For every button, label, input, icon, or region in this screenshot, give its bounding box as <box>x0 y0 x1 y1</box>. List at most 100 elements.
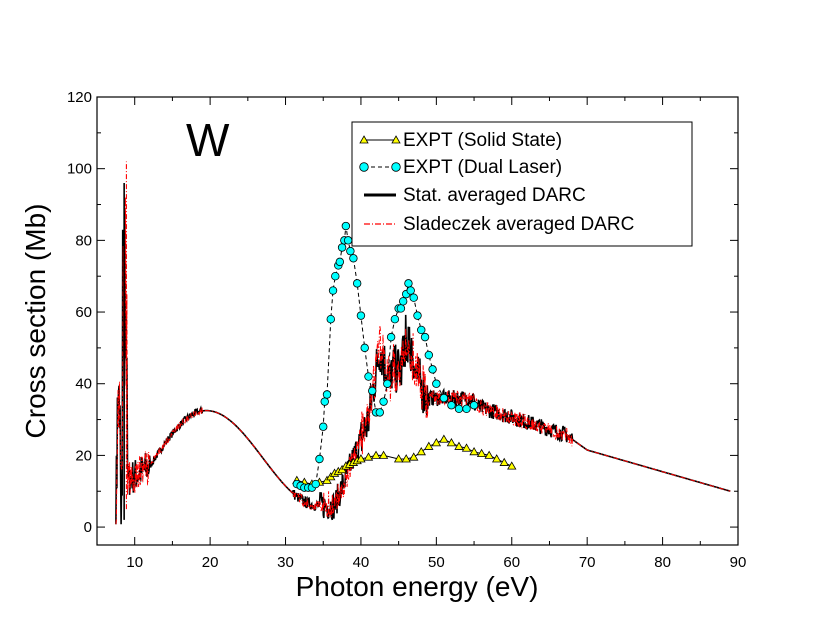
solid-state-point <box>393 454 404 463</box>
x-tick-label: 50 <box>428 554 445 571</box>
x-tick-label: 10 <box>126 554 143 571</box>
dual-laser-point <box>360 343 369 353</box>
dual-laser-point <box>349 254 358 263</box>
y-tick-label: 20 <box>75 447 92 464</box>
y-tick-label: 80 <box>75 232 92 249</box>
legend-label-solid-state: EXPT (Solid State) <box>403 130 562 151</box>
y-tick-label: 120 <box>67 89 92 106</box>
x-tick-label: 30 <box>277 554 294 571</box>
x-axis: 10 20 30 40 50 60 70 80 90 <box>96 97 747 571</box>
solid-state-point <box>461 443 472 452</box>
solid-state-point <box>416 447 426 456</box>
dual-laser-point <box>417 325 426 335</box>
x-tick-label: 60 <box>503 554 520 571</box>
solid-state-point <box>446 438 457 447</box>
solid-state-point <box>378 450 389 459</box>
legend-marker-dual-laser-left <box>359 162 369 172</box>
legend-label-sladeczek-darc: Sladeczek averaged DARC <box>403 214 634 235</box>
solid-state-point <box>439 434 449 443</box>
element-annotation: W <box>186 114 230 166</box>
y-tick-label: 100 <box>67 161 92 178</box>
markers-layer <box>292 221 517 492</box>
dual-laser-point <box>420 332 430 342</box>
dual-laser-point <box>379 397 388 406</box>
solid-state-point <box>499 457 509 466</box>
x-tick-label: 90 <box>730 554 747 571</box>
solid-state-point <box>401 454 411 463</box>
legend-label-dual-laser: EXPT (Dual Laser) <box>403 157 562 178</box>
y-tick-label: 40 <box>75 376 92 393</box>
dual-laser-point <box>356 311 366 320</box>
dual-laser-point <box>454 404 464 414</box>
solid-state-point <box>476 448 487 458</box>
solid-state-point <box>507 461 517 470</box>
dual-laser-point <box>326 315 335 324</box>
dual-laser-point <box>315 454 324 464</box>
solid-state-point <box>371 450 381 459</box>
y-tick-label: 60 <box>75 304 92 321</box>
legend-entry-stat-darc: Stat. averaged DARC <box>364 185 586 206</box>
dual-laser-point <box>447 401 456 410</box>
dual-laser-point <box>352 279 362 288</box>
dual-laser-point <box>413 311 422 320</box>
dual-laser-point <box>404 279 413 288</box>
dual-laser-point <box>320 397 329 406</box>
dual-laser-point <box>383 379 392 388</box>
x-tick-label: 70 <box>579 554 596 571</box>
y-axis: 0 20 40 60 80 100 120 <box>67 89 738 536</box>
dual-laser-point <box>439 393 449 403</box>
legend-entry-solid-state: EXPT (Solid State) <box>359 130 562 151</box>
dual-laser-point <box>428 365 437 374</box>
dual-laser-point <box>346 246 355 256</box>
solid-state-point <box>424 441 434 450</box>
legend-entry-dual-laser: EXPT (Dual Laser) <box>359 157 562 178</box>
solid-state-point <box>484 450 494 459</box>
sladeczek-darc-line <box>115 196 731 525</box>
legend-marker-dual-laser-right <box>391 162 401 172</box>
legend-marker-solid-state-left <box>359 135 369 144</box>
dual-laser-point <box>409 293 418 302</box>
dual-laser-point <box>331 272 340 281</box>
dual-laser-point <box>319 422 328 431</box>
x-tick-label: 40 <box>353 554 370 571</box>
dual-laser-point <box>328 286 338 295</box>
legend-label-stat-darc: Stat. averaged DARC <box>403 185 586 206</box>
dual-laser-point <box>343 236 353 245</box>
solid-state-point <box>363 452 374 461</box>
dual-laser-point <box>368 386 377 396</box>
solid-state-point <box>356 454 366 463</box>
dual-laser-point <box>396 304 406 313</box>
dual-laser-point <box>469 401 479 410</box>
x-tick-label: 80 <box>654 554 671 571</box>
dual-laser-point <box>337 243 347 252</box>
dual-laser-point <box>341 221 351 231</box>
dual-laser-point <box>335 257 345 267</box>
y-tick-label: 0 <box>84 519 92 536</box>
solid-state-point <box>469 447 479 456</box>
x-tick-label: 20 <box>202 554 219 571</box>
dual-laser-point <box>386 332 396 342</box>
x-axis-title: Photon energy (eV) <box>296 571 539 602</box>
plot-frame <box>96 96 739 546</box>
dual-laser-point <box>424 350 434 360</box>
dual-laser-point <box>462 404 471 414</box>
dual-laser-point <box>311 479 320 489</box>
legend-box <box>351 121 693 247</box>
curves-layer <box>115 161 731 525</box>
dual-laser-point <box>406 286 415 295</box>
dual-laser-point <box>364 372 373 381</box>
dual-laser-point <box>322 390 332 399</box>
dual-laser-point <box>375 408 384 417</box>
dual-laser-point <box>398 297 408 306</box>
legend-entry-sladeczek-darc: Sladeczek averaged DARC <box>364 214 634 235</box>
dual-laser-point <box>432 379 441 388</box>
solid-state-point <box>454 441 464 450</box>
legend-marker-solid-state-right <box>391 135 401 144</box>
solid-state-point <box>431 438 442 447</box>
legend: EXPT (Solid State) EXPT (Dual Laser) Sta… <box>351 121 693 247</box>
solid-state-point <box>409 452 419 461</box>
solid-state-point <box>491 454 502 463</box>
dual-laser-point <box>390 315 400 324</box>
